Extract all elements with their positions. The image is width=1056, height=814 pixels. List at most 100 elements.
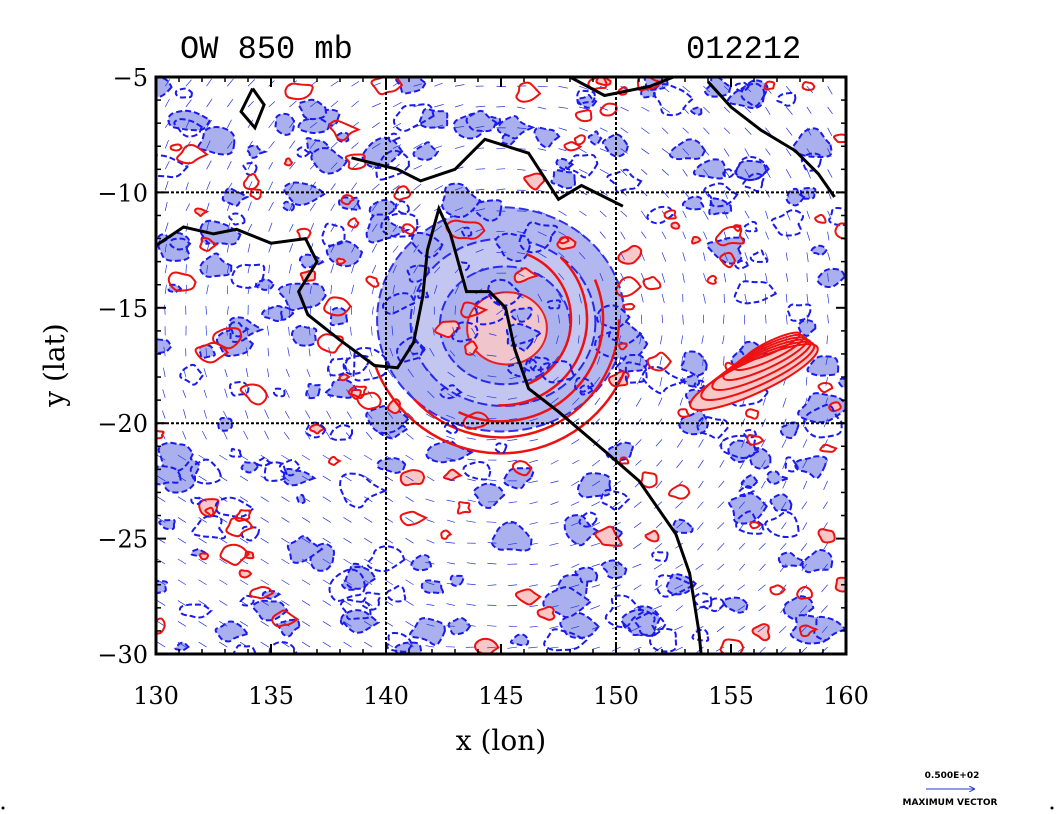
wind-vector	[351, 81, 360, 87]
negative-ow-contour	[228, 212, 246, 226]
positive-ow-contour	[442, 468, 463, 482]
wind-vector	[674, 584, 683, 590]
wind-vector	[723, 148, 730, 157]
wind-vector	[301, 496, 311, 502]
negative-ow-contour	[376, 457, 407, 474]
positive-ow-contour	[365, 275, 380, 288]
wind-vector	[757, 626, 766, 633]
wind-vector	[405, 600, 414, 606]
negative-ow-contour	[810, 244, 828, 257]
wind-vector	[330, 120, 338, 129]
wind-vector	[592, 480, 601, 487]
negative-ow-contour	[720, 434, 757, 459]
wind-vector	[371, 243, 378, 253]
wind-vector	[177, 558, 187, 565]
wind-vector	[655, 480, 663, 489]
negative-ow-contour	[451, 321, 479, 343]
wind-vector	[827, 86, 833, 95]
positive-ow-contour	[399, 510, 429, 527]
wind-vector	[267, 347, 270, 357]
wind-vector	[558, 127, 568, 131]
wind-vector	[434, 266, 441, 274]
wind-vector	[466, 583, 476, 586]
wind-vector	[260, 621, 269, 627]
wind-vector	[739, 459, 746, 469]
wind-vector	[206, 202, 210, 211]
wind-vector	[301, 454, 311, 461]
wind-vector	[703, 85, 711, 93]
wind-vector	[656, 459, 663, 467]
wind-vector	[260, 600, 269, 606]
negative-ow-contour	[352, 346, 391, 382]
wind-vector	[676, 522, 683, 529]
positive-ow-contour	[238, 569, 253, 579]
negative-ow-contour	[295, 146, 312, 158]
wind-vector	[322, 496, 331, 502]
wind-vector	[578, 293, 582, 304]
positive-ow-contour	[574, 109, 593, 123]
wind-vector	[487, 584, 497, 586]
wind-vector	[245, 347, 249, 357]
negative-ow-contour	[229, 447, 242, 458]
wind-vector	[680, 335, 684, 345]
wind-vector	[164, 120, 171, 128]
wind-vector	[164, 243, 167, 253]
wind-vector	[509, 376, 518, 380]
wind-vector	[738, 563, 746, 571]
wind-vector	[529, 605, 538, 607]
wind-vector	[655, 522, 663, 529]
wind-vector	[761, 459, 766, 468]
wind-vector	[322, 579, 331, 586]
negative-ow-contour	[449, 574, 465, 587]
wind-vector	[507, 439, 518, 442]
wind-vector	[305, 410, 311, 419]
wind-vector	[805, 377, 808, 386]
wind-vector	[223, 431, 228, 440]
wind-vector	[351, 142, 359, 149]
positive-ow-contour	[644, 529, 660, 543]
negative-ow-contour	[565, 153, 599, 179]
wind-vector	[206, 98, 213, 108]
negative-ow-contour	[191, 514, 226, 540]
positive-ow-contour	[513, 267, 540, 284]
wind-vector	[571, 480, 580, 487]
negative-ow-contour	[733, 280, 778, 305]
positive-ow-contour	[284, 82, 314, 101]
wind-vector	[466, 520, 476, 523]
wind-vector	[487, 375, 497, 378]
wind-vector	[162, 410, 166, 419]
negative-ow-contour	[634, 611, 667, 637]
wind-vector	[785, 106, 793, 115]
wind-vector	[454, 145, 465, 149]
wind-vector	[405, 641, 414, 648]
negative-ow-contour	[735, 159, 768, 181]
wind-vector	[496, 291, 505, 295]
negative-ow-contour	[387, 132, 401, 143]
wind-vector	[405, 537, 414, 544]
wind-vector	[322, 517, 331, 523]
wind-vector	[507, 459, 518, 463]
wind-vector	[590, 605, 601, 610]
wind-vector	[599, 169, 609, 175]
wind-vector	[558, 168, 568, 172]
wind-vector	[309, 141, 316, 149]
positive-ow-contour	[356, 391, 382, 410]
wind-vector	[288, 326, 290, 336]
wind-vector	[596, 356, 601, 365]
wind-vector	[260, 454, 269, 461]
wind-vector	[785, 189, 790, 198]
wind-vector	[529, 522, 538, 525]
wind-vector	[285, 368, 290, 378]
wind-vector	[723, 210, 728, 219]
wind-vector	[198, 600, 207, 606]
wind-vector	[661, 273, 666, 283]
wind-vector	[219, 621, 228, 627]
positive-ow-contour	[814, 213, 827, 224]
wind-vector	[537, 210, 547, 215]
positive-ow-contour	[763, 80, 776, 91]
wind-vector	[330, 263, 335, 274]
wind-vector	[550, 605, 559, 608]
negative-ow-contour	[828, 206, 846, 226]
wind-vector	[247, 140, 253, 149]
wind-vector	[386, 432, 394, 440]
